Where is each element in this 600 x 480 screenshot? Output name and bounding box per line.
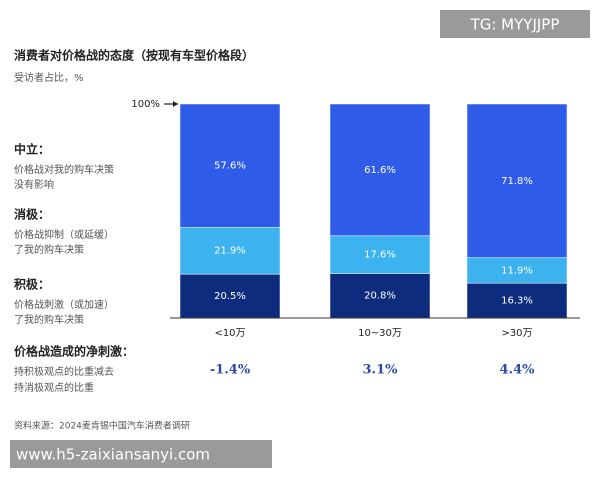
series-description: 了我的购车决策 [14,313,84,326]
arrow-head [173,101,178,107]
series-label: 中立： [14,142,50,157]
net-description: 持积极观点的比重减去 [14,365,114,378]
x-tick-label: <10万 [214,328,245,339]
watermark: TG: MYYJJPP [470,16,560,34]
bar-segment [179,103,281,228]
bar-segment [329,103,431,237]
net-value: 4.4% [500,363,536,378]
bar-segment [329,235,431,274]
chart-subtitle: 受访者占比，% [14,71,84,84]
value-label: 16.3% [501,296,533,307]
value-label: 20.5% [214,291,246,302]
series-description: 了我的购车决策 [14,243,84,256]
series-label: 积极： [14,277,50,292]
series-description: 价格战刺激（或加速） [14,298,114,311]
series-label: 消极： [14,207,50,222]
series-description: 价格战抑制（或延缓） [14,228,114,241]
bar-segment [179,227,281,275]
net-value: -1.4% [210,363,251,378]
value-label: 17.6% [364,250,396,261]
y-tick-label: 100% [131,99,160,110]
x-tick-label: 10~30万 [358,328,402,339]
value-label: 21.9% [214,246,246,257]
value-label: 11.9% [501,265,533,276]
watermark-box [10,440,272,468]
value-label: 61.6% [364,165,396,176]
bar-segment [329,273,431,319]
bar-segment [466,103,568,258]
net-title: 价格战造成的净刺激： [14,344,134,359]
value-label: 57.6% [214,161,246,172]
series-description: 没有影响 [14,178,54,191]
series-description: 价格战对我的购车决策 [14,163,114,176]
net-value: 3.1% [363,363,399,378]
bar-segment [466,257,568,284]
net-description: 持消极观点的比重 [14,381,94,394]
value-label: 20.8% [364,291,396,302]
chart-title: 消费者对价格战的态度（按现有车型价格段） [14,48,254,63]
watermark-box [440,10,590,38]
bar-segment [466,282,568,319]
source: 资料来源：2024麦肯锡中国汽车消费者调研 [14,420,190,432]
value-label: 71.8% [501,176,533,187]
watermark: www.h5-zaixiansanyi.com [16,446,210,464]
x-tick-label: >30万 [501,328,532,339]
